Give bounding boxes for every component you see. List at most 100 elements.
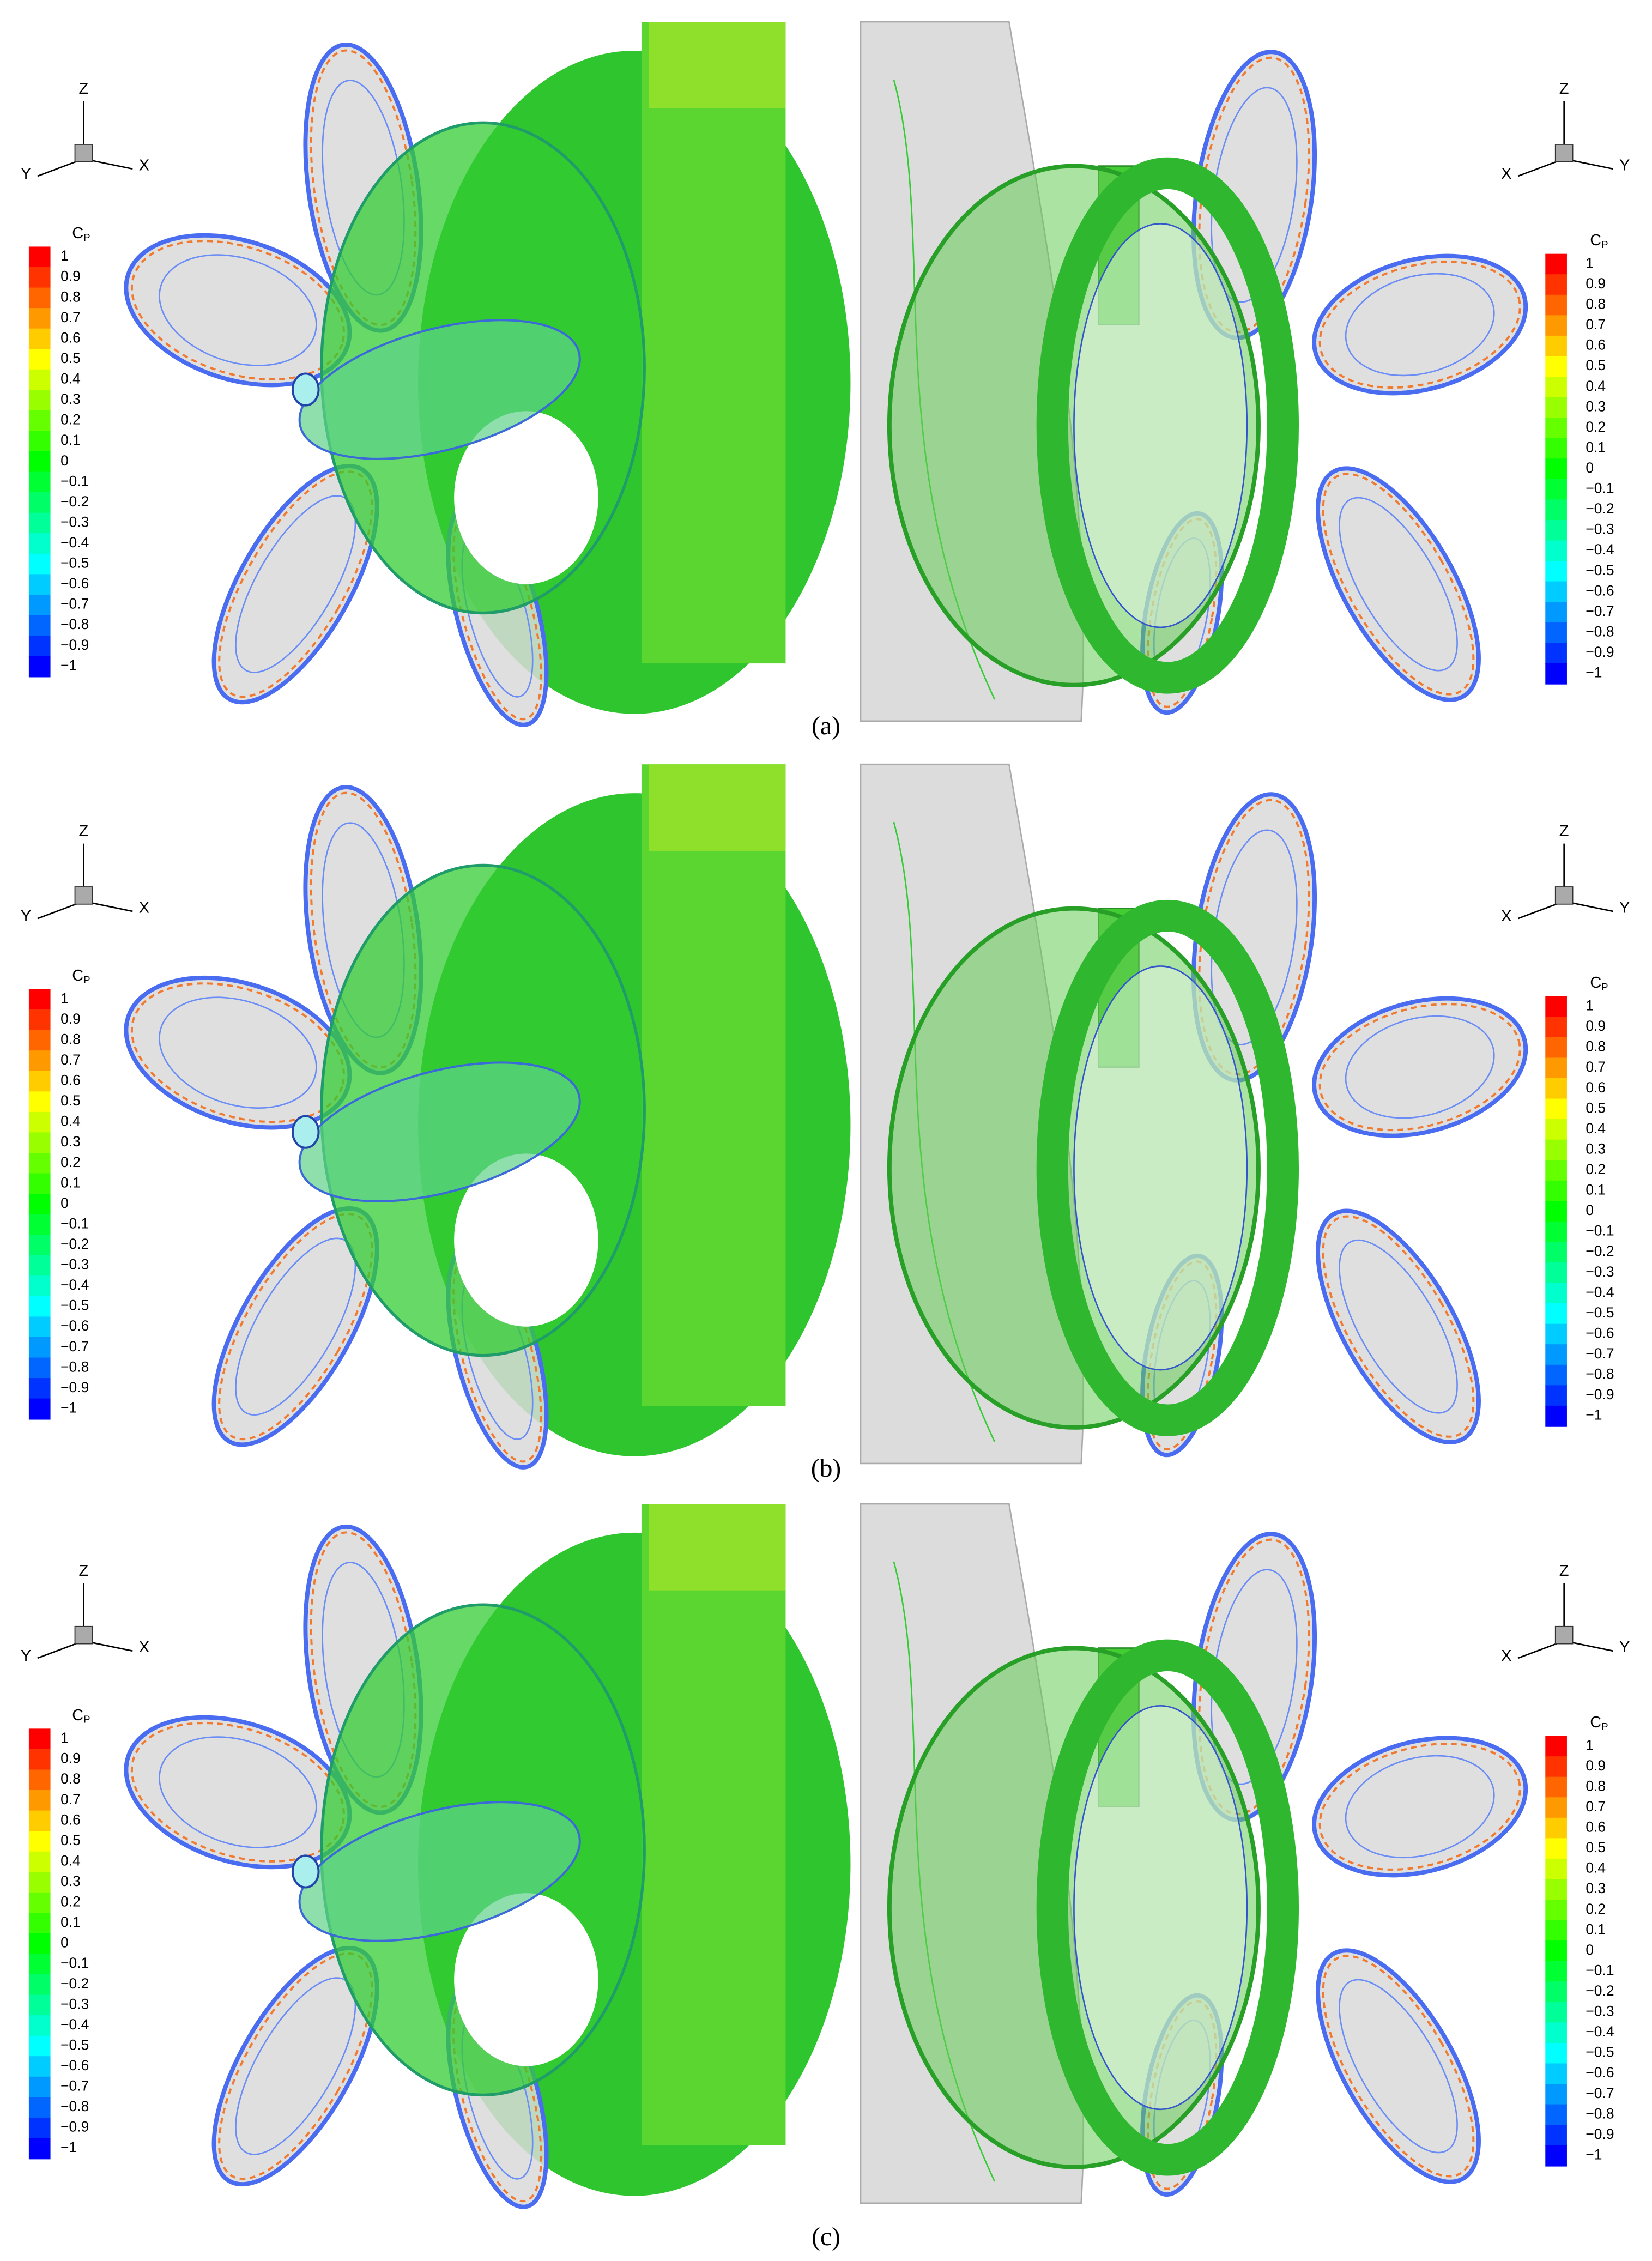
- colorbar-band: [1545, 2022, 1567, 2044]
- legend-title-main: C: [72, 967, 83, 984]
- colorbar-band: [1545, 1160, 1567, 1182]
- colorbar-band: [28, 246, 51, 268]
- colorbar-band: [28, 1009, 51, 1031]
- colorbar-band: [28, 1316, 51, 1338]
- legend-level: 0.4: [1586, 378, 1606, 394]
- colorbar-band: [28, 2035, 51, 2057]
- colorbar-band: [28, 1913, 51, 1934]
- colorbar-band: [1545, 1797, 1567, 1819]
- colorbar-band: [28, 1994, 51, 2016]
- legend-level: −0.1: [1586, 480, 1614, 497]
- colorbar-band: [28, 1357, 51, 1379]
- legend-level: −0.2: [60, 1975, 89, 1992]
- colorbar-band: [28, 1810, 51, 1832]
- colorbar-band: [28, 1214, 51, 1236]
- colorbar-band: [1545, 1283, 1567, 1304]
- legend-level: 0: [60, 452, 69, 469]
- blade: [1316, 466, 1481, 702]
- colorbar-band: [1545, 1900, 1567, 1921]
- duct-inner: [1073, 1704, 1248, 2111]
- hub: [298, 1061, 581, 1202]
- legend-level: 0: [1586, 1202, 1594, 1218]
- legend-level: −0.4: [1586, 1284, 1614, 1300]
- colorbar-band: [1545, 2042, 1567, 2064]
- legend-level: −0.3: [1586, 521, 1614, 537]
- colorbar-band: [28, 328, 51, 350]
- hull: [641, 22, 786, 664]
- colorbar-band: [28, 1974, 51, 1996]
- legend-level: −0.1: [60, 1215, 89, 1231]
- colorbar-band: [28, 2015, 51, 2037]
- axis-label: Z: [79, 823, 89, 840]
- legend-level: 0.4: [1586, 1860, 1606, 1876]
- colorbar-band: [1545, 581, 1567, 603]
- colorbar-band: [28, 1275, 51, 1297]
- colorbar-band: [1545, 2145, 1567, 2167]
- axis-cube: [1554, 1625, 1574, 1645]
- legend-title-sub: P: [83, 974, 90, 986]
- legend-level: 0.7: [1586, 316, 1606, 332]
- colorbar-band: [1545, 294, 1567, 316]
- legend-level: 0.5: [60, 1832, 81, 1848]
- legend-level: 0.6: [1586, 1819, 1606, 1835]
- legend-level: −0.5: [60, 555, 89, 571]
- legend-level: 0.4: [60, 1113, 81, 1129]
- legend-level: 0.2: [60, 412, 81, 428]
- axis-label: Y: [1619, 899, 1630, 916]
- legend-level: 0.4: [60, 371, 81, 387]
- axis-label: Z: [79, 1562, 89, 1580]
- legend-level: −0.7: [1586, 603, 1614, 619]
- legend-level: −0.5: [60, 1297, 89, 1314]
- legend-level: 0.9: [1586, 1018, 1606, 1034]
- colorbar-band: [1545, 1037, 1567, 1059]
- colorbar-band: [28, 369, 51, 391]
- legend-level: −0.1: [1586, 1223, 1614, 1239]
- legend-level: −0.5: [1586, 2044, 1614, 2060]
- legend-level: 0.1: [60, 1914, 81, 1930]
- legend-level: −0.3: [60, 1256, 89, 1273]
- legend-level: −0.4: [60, 1277, 89, 1293]
- colorbar-band: [28, 1296, 51, 1317]
- legend-level: 0.8: [60, 288, 81, 305]
- legend-level: 0.7: [1586, 1798, 1606, 1815]
- blade: [1316, 1208, 1481, 1444]
- legend-title-sub: P: [1601, 981, 1608, 993]
- colorbar-band: [28, 1111, 51, 1133]
- legend-title-sub: P: [1601, 1721, 1608, 1732]
- hub-nose: [291, 1854, 320, 1889]
- legend-level: 0.6: [60, 1811, 81, 1828]
- legend-title: CP: [72, 1706, 90, 1725]
- row: CP10.90.80.70.60.50.40.30.20.10−0.1−0.2−…: [21, 763, 1630, 1470]
- axis-label: Z: [1559, 1562, 1569, 1580]
- panel-label: (b): [811, 1454, 842, 1483]
- colorbar-band: [1545, 1838, 1567, 1860]
- colorbar-band: [28, 451, 51, 473]
- legend-level: 0.7: [60, 309, 81, 325]
- colorbar-band: [28, 390, 51, 412]
- hull-top: [649, 22, 786, 108]
- legend-level: 0.4: [60, 1852, 81, 1869]
- colorbar-band: [28, 1194, 51, 1215]
- blade-contour: [1345, 1755, 1495, 1859]
- colorbar-band: [28, 1954, 51, 1975]
- legend-level: 0.3: [60, 1133, 81, 1150]
- axis-label: Z: [1559, 80, 1569, 98]
- legend-level: −0.2: [60, 1236, 89, 1252]
- legend-title: CP: [72, 225, 90, 243]
- axis-label: Y: [21, 908, 31, 925]
- legend-level: −0.9: [60, 637, 89, 653]
- legend-level: −0.8: [1586, 623, 1614, 639]
- colorbar-band: [1545, 1981, 1567, 2003]
- legend-level: 0.6: [1586, 337, 1606, 353]
- legend-level: 0: [60, 1934, 69, 1951]
- legend-level: 1: [1586, 1737, 1594, 1753]
- legend-level: −0.2: [1586, 1243, 1614, 1259]
- colorbar-band: [28, 492, 51, 514]
- colorbar-band: [1545, 2002, 1567, 2023]
- colorbar-band: [1545, 1961, 1567, 1982]
- colorbar-band: [1545, 1221, 1567, 1243]
- legend-level: 1: [1586, 255, 1594, 271]
- legend-level: −0.3: [1586, 1264, 1614, 1280]
- colorbar-band: [1545, 397, 1567, 419]
- blade-contour: [1345, 1015, 1495, 1119]
